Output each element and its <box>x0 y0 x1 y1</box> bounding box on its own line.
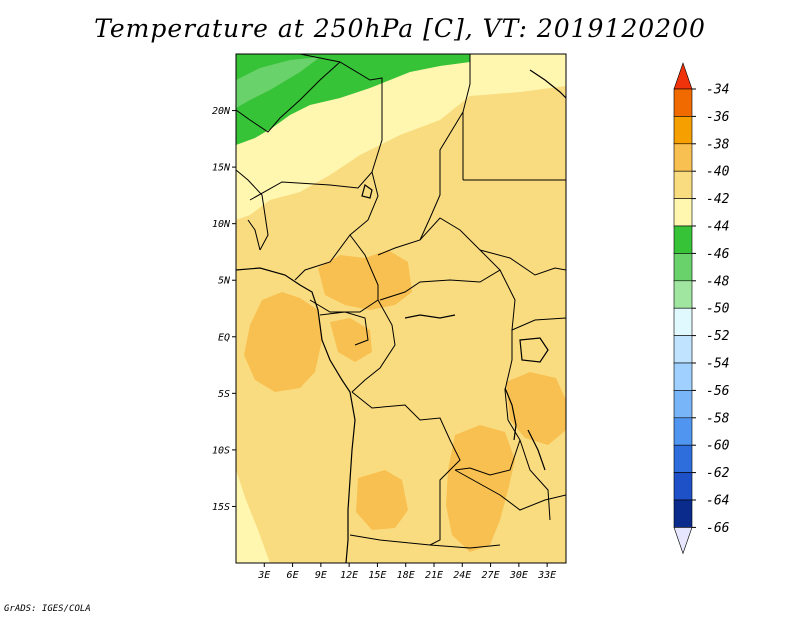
border-chad-sudan <box>419 111 464 241</box>
lake-malawi <box>527 429 546 471</box>
border-angola-namibia <box>349 534 501 549</box>
map-fill-layer <box>236 54 566 563</box>
border-nigeria <box>249 170 379 281</box>
border-tanzania <box>511 317 566 331</box>
colorbar: -34 -36 -38 -40 -42 -44 -46 -48 -50 -52 -54 -56 -58 -… <box>673 62 730 555</box>
colorbar-segment <box>673 198 693 227</box>
colorbar-label: -52 <box>706 329 730 344</box>
lat-tick-label: 15N <box>212 163 231 174</box>
temperature-fill-warm-south <box>356 470 408 530</box>
colorbar-label: -34 <box>706 83 729 98</box>
border-libya-egypt <box>462 54 471 180</box>
colorbar-label: -42 <box>706 192 730 207</box>
colorbar-label: -46 <box>706 247 730 262</box>
lon-tick-label: 9E <box>315 570 327 581</box>
lon-tick-label: 18E <box>397 570 415 581</box>
border-congo-drc <box>351 299 396 393</box>
colorbar-segment <box>673 307 693 336</box>
map-frame <box>235 53 567 564</box>
temperature-fill-warm-central <box>318 250 412 310</box>
colorbar-top-arrow <box>673 62 693 90</box>
lon-tick-label: 21E <box>425 570 443 581</box>
lake-victoria <box>519 337 549 363</box>
border-niger-chad <box>299 54 383 173</box>
temperature-fill-warm-gabon <box>330 318 372 362</box>
colorbar-label: -54 <box>706 357 729 372</box>
border-algeria-niger <box>236 61 341 133</box>
lon-tick-label: 30E <box>509 570 528 581</box>
latitude-ticks: 20N 15N 10N 5N EQ 5S 10S 15S <box>212 106 236 513</box>
colorbar-label: -62 <box>706 466 730 481</box>
lon-tick-label: 3E <box>257 570 270 581</box>
colorbar-segment <box>673 88 693 117</box>
lat-tick-label: 20N <box>212 106 231 117</box>
border-car <box>377 217 501 301</box>
border-west-africa <box>236 169 269 251</box>
lat-tick-label: 5N <box>218 276 231 287</box>
colorbar-bottom-arrow <box>673 527 693 555</box>
colorbar-segment <box>673 280 693 309</box>
lon-tick-label: 12E <box>340 570 358 581</box>
colorbar-segment <box>673 499 693 528</box>
country-borders <box>236 54 566 549</box>
lon-tick-label: 33E <box>537 570 556 581</box>
border-drc-east <box>454 269 521 476</box>
border-zambia <box>454 469 566 511</box>
colorbar-label: -66 <box>706 521 730 536</box>
temperature-fill-warm-southeast <box>446 425 515 552</box>
colorbar-label: -60 <box>706 439 730 454</box>
lat-tick-label: EQ <box>218 332 230 343</box>
lake-tanganyika <box>504 387 517 441</box>
red-sea-coast <box>529 69 566 99</box>
lat-tick-label: 5S <box>218 389 230 400</box>
map-title: Temperature at 250hPa [C], VT: 201912020… <box>94 14 706 43</box>
coast-gulf-of-guinea <box>236 267 356 563</box>
colorbar-label: -36 <box>706 110 730 125</box>
colorbar-segment <box>673 472 693 501</box>
colorbar-segment <box>673 417 693 446</box>
border-angola <box>351 391 461 546</box>
colorbar-label: -40 <box>706 165 730 180</box>
temperature-fill-cool-southwest <box>236 470 270 563</box>
colorbar-segment <box>673 390 693 419</box>
colorbar-label: -64 <box>706 494 729 509</box>
colorbar-label: -50 <box>706 302 730 317</box>
lat-tick-label: 10N <box>212 219 231 230</box>
lake-chad <box>361 184 373 199</box>
colorbar-segment <box>673 170 693 199</box>
colorbar-segment <box>673 225 693 254</box>
temperature-fill-warm-east <box>506 372 566 445</box>
colorbar-segment <box>673 335 693 364</box>
lat-tick-label: 15S <box>212 502 230 513</box>
border-gabon <box>319 311 369 346</box>
colorbar-segment <box>673 143 693 172</box>
lon-tick-label: 15E <box>368 570 386 581</box>
border-mozambique <box>519 439 551 521</box>
colorbar-label: -56 <box>706 384 730 399</box>
temperature-fill-warm-west <box>244 292 322 392</box>
colorbar-segment <box>673 362 693 391</box>
colorbar-segment <box>673 253 693 282</box>
colorbar-segment <box>673 444 693 473</box>
lon-tick-label: 6E <box>287 570 299 581</box>
lon-tick-label: 24E <box>453 570 471 581</box>
coastlines <box>236 69 566 563</box>
colorbar-label: -38 <box>706 137 730 152</box>
colorbar-label: -44 <box>706 220 729 235</box>
colorbar-segment <box>673 116 693 145</box>
longitude-ticks: 3E 6E 9E 12E 15E 18E 21E 24E 27E 30E 33E <box>257 563 556 581</box>
congo-river <box>404 314 456 319</box>
lon-tick-label: 27E <box>482 570 500 581</box>
lat-tick-label: 10S <box>212 445 230 456</box>
temperature-fill-green-north <box>236 54 470 145</box>
border-ghana <box>247 219 261 251</box>
temperature-fill-lightgreen-north <box>236 57 320 108</box>
colorbar-label: -48 <box>706 274 730 289</box>
credit-label: GrADS: IGES/COLA <box>4 604 91 614</box>
colorbar-label: -58 <box>706 411 730 426</box>
border-south-sudan <box>479 249 566 276</box>
